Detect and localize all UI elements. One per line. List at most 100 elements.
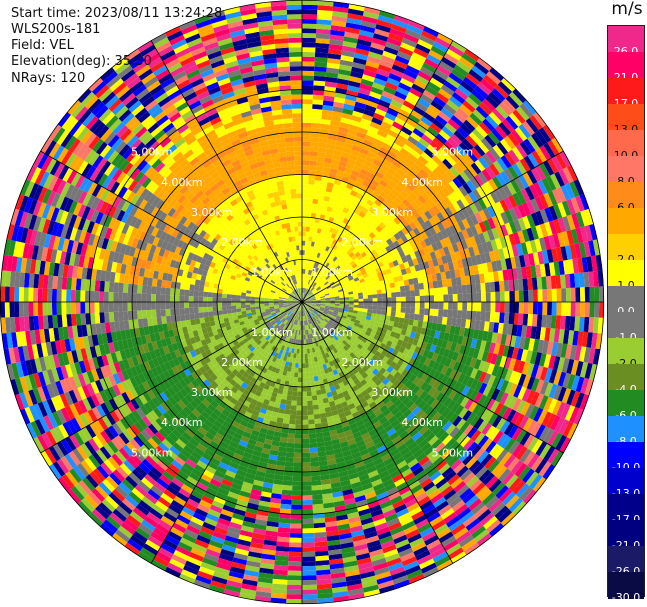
radar-gate — [316, 19, 332, 26]
radar-gate — [333, 101, 345, 109]
radar-gate — [310, 297, 316, 300]
radar-gate — [552, 233, 561, 249]
radar-gate — [445, 183, 455, 194]
radar-gate — [179, 302, 185, 309]
radar-gate — [366, 171, 376, 180]
radar-gate — [302, 23, 317, 29]
radar-gate — [295, 174, 302, 180]
radar-gate — [495, 291, 501, 302]
radar-gate — [317, 274, 322, 280]
radar-gate — [412, 227, 421, 236]
radar-gate — [558, 260, 565, 275]
radar-gate — [350, 149, 360, 157]
radar-gate — [266, 168, 275, 175]
radar-gate — [432, 41, 449, 53]
radar-gate — [388, 261, 395, 269]
radar-gate — [537, 250, 545, 265]
radar-gate — [414, 289, 420, 297]
radar-gate — [302, 14, 318, 20]
radar-gate — [412, 235, 420, 245]
radar-gate — [406, 91, 420, 102]
radar-gate — [263, 57, 277, 65]
radar-gate — [298, 226, 302, 232]
radar-gate — [426, 53, 442, 65]
radar-gate — [299, 273, 301, 279]
radar-gate — [523, 290, 529, 302]
radar-gate — [329, 124, 340, 132]
radar-gate — [415, 123, 427, 135]
radar-gate — [555, 247, 563, 262]
radar-gate — [263, 120, 274, 127]
radar-gate — [437, 189, 448, 200]
radar-gate — [535, 224, 544, 239]
radar-gate — [383, 263, 391, 270]
radar-gate — [362, 273, 369, 279]
radar-gate — [507, 245, 515, 258]
radar-gate — [353, 140, 363, 148]
radar-gate — [281, 108, 293, 115]
radar-gate — [165, 315, 172, 324]
radar-gate — [327, 278, 333, 283]
radar-gate — [482, 262, 489, 274]
radar-gate — [513, 219, 522, 233]
radar-gate — [302, 264, 304, 270]
radar-gate — [327, 177, 335, 184]
radar-gate — [296, 250, 300, 256]
radar-gate — [302, 292, 304, 298]
radar-gate — [592, 239, 601, 256]
radar-gate — [505, 95, 520, 110]
radar-gate — [302, 245, 305, 251]
radar-gate — [353, 299, 359, 302]
radar-gate — [356, 203, 364, 211]
radar-gate — [361, 74, 375, 83]
radar-gate — [299, 292, 302, 298]
radar-gate — [300, 268, 302, 274]
radar-gate — [366, 100, 379, 109]
radar-gate — [379, 229, 387, 237]
radar-gate — [290, 231, 296, 237]
radar-gate — [329, 212, 336, 219]
radar-gate — [573, 179, 584, 196]
radar-gate — [165, 302, 171, 310]
radar-gate — [407, 204, 416, 213]
radar-gate — [309, 155, 318, 162]
radar-gate — [319, 185, 327, 192]
radar-gate — [302, 160, 310, 166]
radar-gate — [369, 278, 375, 284]
radar-gate — [281, 104, 292, 110]
radar-gate — [331, 275, 337, 280]
radar-gate — [440, 219, 450, 230]
radar-gate — [305, 283, 308, 289]
radar-gate — [298, 231, 302, 237]
radar-gate — [327, 247, 333, 253]
radar-gate — [323, 250, 328, 256]
radar-gate — [314, 293, 320, 297]
radar-gate — [390, 287, 396, 293]
radar-gate — [328, 197, 336, 204]
radar-gate — [409, 131, 422, 142]
radar-gate — [436, 212, 446, 222]
radar-gate — [283, 127, 294, 134]
radar-gate — [517, 217, 527, 231]
radar-gate — [291, 108, 302, 114]
radar-gate — [412, 218, 421, 228]
radar-gate — [539, 194, 549, 209]
radar-gate — [188, 307, 195, 314]
radar-gate — [485, 193, 496, 206]
radar-gate — [286, 9, 302, 15]
radar-gate — [272, 191, 280, 198]
radar-gate — [330, 283, 336, 288]
radar-gate — [343, 103, 355, 111]
radar-gate — [156, 279, 163, 288]
radar-gate — [248, 45, 263, 53]
radar-gate — [307, 284, 311, 290]
radar-gate — [352, 248, 359, 255]
radar-gate — [539, 223, 549, 238]
radar-gate — [244, 27, 260, 35]
radar-gate — [566, 214, 576, 230]
radar-gate — [424, 288, 430, 296]
radar-gate — [433, 294, 439, 302]
radar-gate — [402, 273, 409, 281]
radar-gate — [337, 242, 344, 249]
radar-gate — [500, 258, 508, 271]
